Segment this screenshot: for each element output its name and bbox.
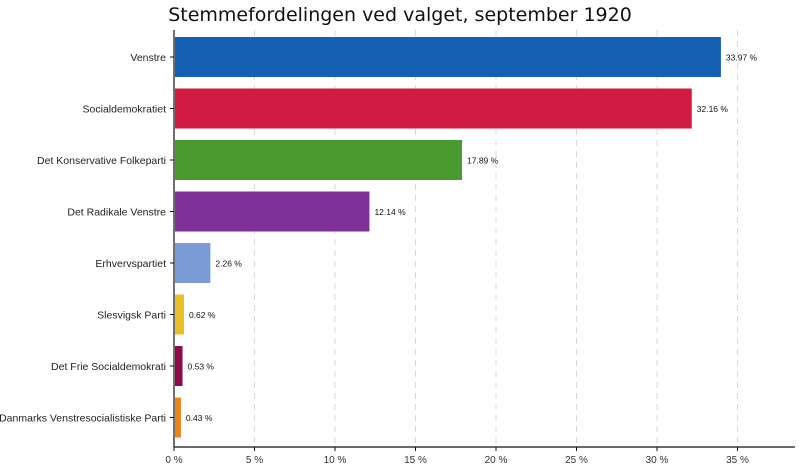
bar xyxy=(175,88,692,129)
x-tick-label: 0 % xyxy=(165,455,182,466)
x-tick-label: 10 % xyxy=(324,455,347,466)
x-tick-label: 5 % xyxy=(246,455,263,466)
value-label: 33.97 % xyxy=(726,53,758,63)
value-label: 12.14 % xyxy=(374,207,406,217)
category-label: Slesvigsk Parti xyxy=(97,310,166,322)
value-label: 0.43 % xyxy=(186,413,213,423)
x-tick-label: 15 % xyxy=(404,455,427,466)
bars xyxy=(175,37,721,438)
category-label: Venstre xyxy=(130,52,166,64)
chart-title: Stemmefordelingen ved valget, september … xyxy=(168,4,632,26)
category-label: Erhvervspartiet xyxy=(95,258,166,270)
category-label: Danmarks Venstresocialistiske Parti xyxy=(0,413,166,425)
bar xyxy=(175,243,211,283)
x-tick-label: 30 % xyxy=(646,455,669,466)
value-label: 0.62 % xyxy=(189,310,216,320)
bar xyxy=(175,294,184,335)
value-label: 32.16 % xyxy=(697,104,729,114)
category-label: Det Radikale Venstre xyxy=(67,207,166,219)
axes: 0 % 5 % 10 % 15 % 20 % 25 % 30 % 35 % xyxy=(165,30,795,466)
category-label: Det Konservative Folkeparti xyxy=(37,155,166,167)
value-label: 17.89 % xyxy=(467,156,499,166)
category-label: Det Frie Socialdemokrati xyxy=(51,361,166,373)
bar xyxy=(175,346,183,386)
bar xyxy=(175,140,463,180)
x-tick-label: 20 % xyxy=(485,455,508,466)
bar xyxy=(175,191,370,232)
category-label: Socialdemokratiet xyxy=(83,104,167,116)
x-tick-label: 35 % xyxy=(726,455,749,466)
bar xyxy=(175,37,721,77)
labels: Venstre 33.97 % Socialdemokratiet 32.16 % De… xyxy=(0,52,758,425)
value-label: 0.53 % xyxy=(188,362,215,372)
value-label: 2.26 % xyxy=(215,259,242,269)
x-tick-label: 25 % xyxy=(565,455,588,466)
bar xyxy=(175,397,181,438)
